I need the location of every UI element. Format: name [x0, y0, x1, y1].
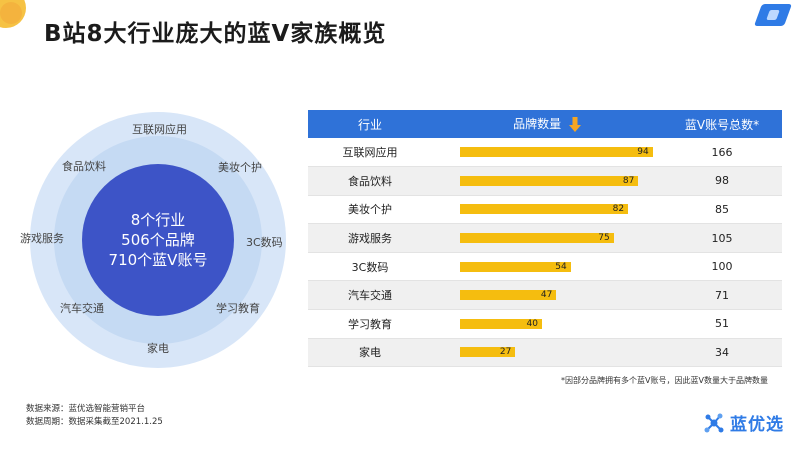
brand-logo: 蓝优选 — [702, 410, 784, 435]
accounts-cell: 34 — [662, 338, 782, 368]
industry-cell: 家电 — [308, 338, 432, 368]
industry-table: 行业 品牌数量 蓝V账号总数* 互联网应用 94 166 食品饮料 87 98 美妆个护 82… — [308, 110, 782, 368]
header-industry: 行业 — [308, 110, 432, 138]
ring-label-appliance: 家电 — [147, 342, 169, 355]
brands-cell: 47 — [432, 280, 662, 311]
summary-accounts: 710个蓝V账号 — [108, 251, 208, 269]
brands-cell: 75 — [432, 223, 662, 253]
summary-brands: 506个品牌 — [121, 231, 195, 249]
brand-count-label: 54 — [555, 261, 567, 272]
table-row: 互联网应用 94 166 — [308, 138, 782, 168]
ring-label-3c: 3C数码 — [246, 236, 283, 249]
brand-count-label: 75 — [598, 233, 610, 244]
brand-count-bar: 40 — [460, 318, 542, 329]
table-row: 食品饮料 87 98 — [308, 166, 782, 196]
table-row: 3C数码 54 100 — [308, 252, 782, 282]
accounts-cell: 100 — [662, 252, 782, 282]
brand-count-label: 94 — [637, 147, 649, 158]
table-row: 游戏服务 75 105 — [308, 223, 782, 253]
center-circle — [82, 164, 234, 316]
center-summary: 8个行业 506个品牌 710个蓝V账号 — [88, 210, 228, 270]
accounts-cell: 85 — [662, 195, 782, 225]
decorative-circle — [0, 0, 26, 28]
decorative-chip-icon — [753, 4, 793, 26]
industry-ring-diagram — [0, 110, 310, 370]
page-title: B站8大行业庞大的蓝V家族概览 — [44, 21, 387, 47]
source-line: 数据来源：蓝优选智能营销平台 — [26, 404, 146, 414]
accounts-cell: 98 — [662, 166, 782, 196]
brand-count-label: 82 — [612, 204, 625, 215]
brands-cell: 87 — [432, 166, 662, 196]
brand-count-bar: 94 — [460, 147, 653, 158]
brand-count-bar: 87 — [460, 175, 639, 186]
brand-count-bar: 47 — [460, 290, 557, 301]
industry-cell: 汽车交通 — [308, 280, 432, 311]
period-line: 数据周期：数据采集截至2021.1.25 — [26, 417, 163, 427]
molecule-icon — [704, 413, 724, 432]
header-industry-label: 行业 — [357, 117, 382, 132]
ring-label-food: 食品饮料 — [62, 160, 106, 173]
industry-cell: 游戏服务 — [308, 223, 432, 253]
brand-count-label: 27 — [499, 347, 512, 358]
industry-cell: 食品饮料 — [308, 166, 432, 196]
footnote: *因部分品牌拥有多个蓝V账号，因此蓝V数量大于品牌数量 — [561, 376, 768, 385]
brands-cell: 27 — [432, 338, 662, 368]
ring-label-auto: 汽车交通 — [60, 302, 104, 315]
accounts-cell: 166 — [662, 138, 782, 168]
table-header-row: 行业 品牌数量 蓝V账号总数* — [308, 110, 782, 138]
accounts-cell: 51 — [662, 309, 782, 339]
industry-cell: 3C数码 — [308, 252, 432, 282]
industry-cell: 美妆个护 — [308, 195, 432, 225]
data-source: 数据来源：蓝优选智能营销平台 数据周期：数据采集截至2021.1.25 — [26, 403, 163, 429]
brand-count-label: 47 — [540, 290, 553, 301]
table-row: 汽车交通 47 71 — [308, 280, 782, 311]
brands-cell: 40 — [432, 309, 662, 339]
ring-label-education: 学习教育 — [216, 302, 260, 315]
brand-count-bar: 54 — [460, 261, 571, 272]
brand-count-bar: 27 — [460, 347, 516, 358]
industry-cell: 互联网应用 — [308, 138, 432, 168]
accounts-cell: 71 — [662, 280, 782, 311]
accounts-cell: 105 — [662, 223, 782, 253]
brands-cell: 94 — [432, 138, 662, 168]
ring-label-games: 游戏服务 — [20, 232, 64, 245]
brands-cell: 54 — [432, 252, 662, 282]
table-row: 家电 27 34 — [308, 338, 782, 368]
table-body: 互联网应用 94 166 食品饮料 87 98 美妆个护 82 85 游戏服务 75 105 3C数码 5… — [308, 138, 782, 368]
header-brands-label: 品牌数量 — [513, 117, 562, 132]
logo-text: 蓝优选 — [730, 415, 784, 435]
table-row: 美妆个护 82 85 — [308, 195, 782, 225]
arrow-down-icon — [568, 116, 581, 132]
brand-count-label: 40 — [526, 318, 538, 329]
ring-svg — [30, 112, 286, 368]
brand-count-bar: 75 — [460, 233, 614, 244]
header-accounts: 蓝V账号总数* — [662, 110, 782, 138]
header-brands: 品牌数量 — [432, 110, 662, 138]
ring-label-beauty: 美妆个护 — [218, 161, 262, 174]
ring-label-internet: 互联网应用 — [132, 123, 187, 136]
header-accounts-label: 蓝V账号总数* — [684, 117, 760, 132]
brands-cell: 82 — [432, 195, 662, 225]
brand-count-bar: 82 — [460, 204, 629, 215]
brand-count-label: 87 — [622, 175, 635, 186]
industry-cell: 学习教育 — [308, 309, 432, 339]
summary-industries: 8个行业 — [130, 211, 186, 229]
table-row: 学习教育 40 51 — [308, 309, 782, 339]
